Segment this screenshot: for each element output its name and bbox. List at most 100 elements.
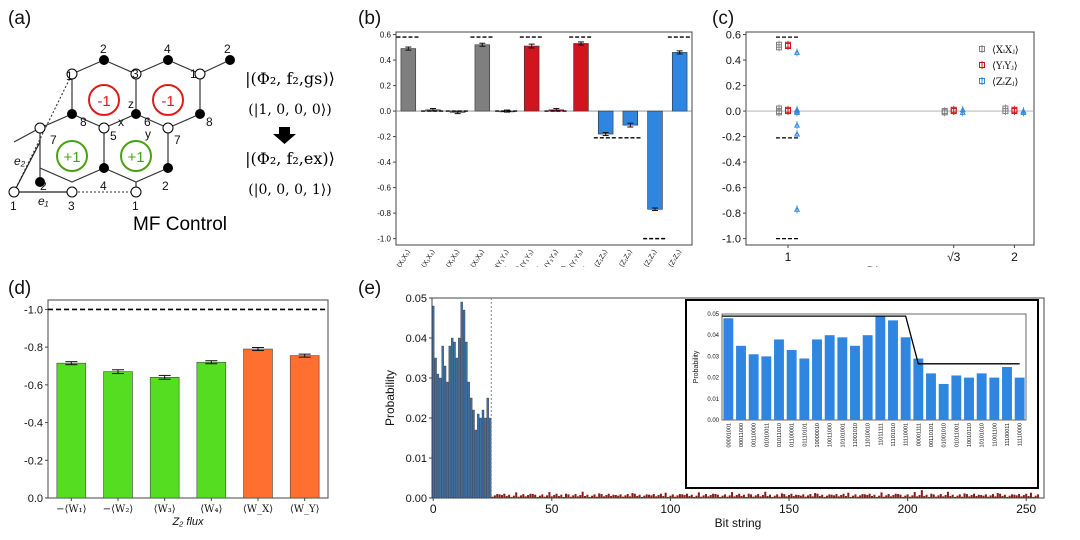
bar	[802, 494, 805, 498]
flux-3-label: +1	[63, 149, 80, 166]
bar	[735, 495, 738, 498]
panel-b-label: (b)	[358, 8, 382, 29]
inset-x-tick-label: 00110000	[752, 423, 758, 447]
panel-d-label: (d)	[8, 278, 32, 299]
y-tick-label: -0.2	[24, 455, 43, 467]
x-tick-label: ⟨X₁X₅⟩	[395, 248, 412, 267]
bar	[704, 494, 707, 498]
bar	[645, 494, 648, 498]
bar	[875, 497, 878, 498]
bar	[939, 494, 942, 498]
site-label: 2	[100, 42, 107, 56]
x-tick-label: ⟨Z₁Z₈⟩	[593, 248, 610, 267]
inset-y-tick-label: 0.05	[707, 312, 719, 318]
bar	[647, 110, 663, 210]
bar	[738, 493, 741, 498]
bar	[949, 496, 952, 498]
spin-correlation-bar-chart: 0.6 0.4 0.2 0.0 -0.2 -0.4 -0.6 -0.8 -1.0 ⟨X₁X₅⟩ ⟨X…	[377, 31, 693, 267]
inset-bar	[1014, 377, 1025, 420]
honeycomb-lattice-diagram: -1 -1 +1 +1 2 3 4 1 2 1 8 7 5 6 8 7 z x …	[8, 42, 335, 235]
bar	[787, 495, 791, 498]
bar	[792, 496, 795, 498]
bar	[460, 301, 463, 499]
inset-x-tick-label: 01011010	[777, 423, 783, 447]
inset-x-tick-label: 11001100	[992, 423, 998, 447]
bar	[683, 495, 686, 498]
site-label: 4	[100, 179, 107, 193]
bar	[828, 494, 831, 498]
site-label: 4	[164, 42, 171, 56]
inset-y-tick-label: 0.02	[707, 376, 719, 382]
bar	[1029, 492, 1032, 498]
bar	[797, 495, 800, 498]
inset-y-tick-label: 0.03	[707, 354, 719, 360]
bar	[956, 495, 959, 498]
bar	[629, 496, 632, 498]
bar	[925, 494, 928, 498]
bar	[752, 496, 755, 498]
bar	[999, 493, 1002, 498]
inset-bar	[951, 375, 962, 420]
bar	[804, 496, 807, 498]
bar	[818, 496, 821, 498]
y-tick-label: -0.4	[24, 418, 43, 430]
bar	[498, 494, 501, 498]
bar	[866, 495, 869, 498]
bar	[650, 495, 653, 498]
inset-bar	[736, 345, 746, 420]
bar	[695, 495, 698, 498]
bar	[541, 494, 544, 498]
bar	[935, 496, 938, 498]
y-tick-label: 0.01	[406, 453, 427, 465]
bar	[920, 490, 923, 498]
bar	[149, 377, 180, 499]
x-tick-label: 50	[545, 502, 559, 516]
bar	[961, 496, 964, 498]
panel-c-label: (c)	[712, 8, 735, 29]
x-tick-label: ⟨X₇X₈⟩	[469, 248, 486, 267]
bar	[576, 496, 579, 498]
correlation-vs-distance-chart: 0.6 0.4 0.2 0.0 -0.2 -0.4 -0.6 -0.8 -1.0 1 √3 2 Dist…	[722, 30, 1035, 267]
bar	[709, 495, 712, 498]
x-tick-label: 2	[1011, 250, 1018, 264]
legend-marker	[979, 78, 985, 84]
bar	[871, 496, 874, 498]
bar	[681, 494, 684, 498]
bar	[942, 496, 945, 498]
bar	[1032, 497, 1035, 498]
bar	[965, 494, 968, 498]
bar	[937, 495, 940, 498]
y-tick-label: -1.0	[722, 234, 741, 246]
bar	[764, 491, 767, 498]
bar	[624, 495, 627, 498]
bar	[878, 495, 881, 498]
bar	[994, 496, 997, 498]
y-tick-label: 0.0	[28, 493, 43, 505]
e1-label: e₁	[38, 194, 49, 208]
plot-frame	[47, 299, 329, 499]
bar	[868, 493, 871, 498]
bar	[766, 496, 769, 498]
bar	[982, 495, 985, 498]
legend-marker	[979, 62, 985, 68]
bar	[975, 496, 978, 498]
bar	[600, 494, 603, 498]
bar	[697, 492, 700, 498]
inset-plot-frame	[721, 313, 1027, 421]
bar	[548, 492, 551, 498]
bar	[1037, 494, 1040, 498]
bar	[664, 492, 667, 498]
bar	[496, 494, 499, 498]
bar	[1010, 494, 1013, 498]
bar	[885, 495, 888, 498]
bar	[769, 494, 772, 498]
bar	[453, 341, 456, 499]
y-tick-label: 0.6	[726, 30, 741, 42]
bar	[655, 496, 658, 498]
bar	[574, 494, 577, 498]
bar	[859, 495, 862, 498]
bar	[873, 494, 876, 498]
bar	[643, 495, 646, 498]
x-tick-label: 200	[898, 502, 918, 516]
bar	[479, 417, 482, 499]
